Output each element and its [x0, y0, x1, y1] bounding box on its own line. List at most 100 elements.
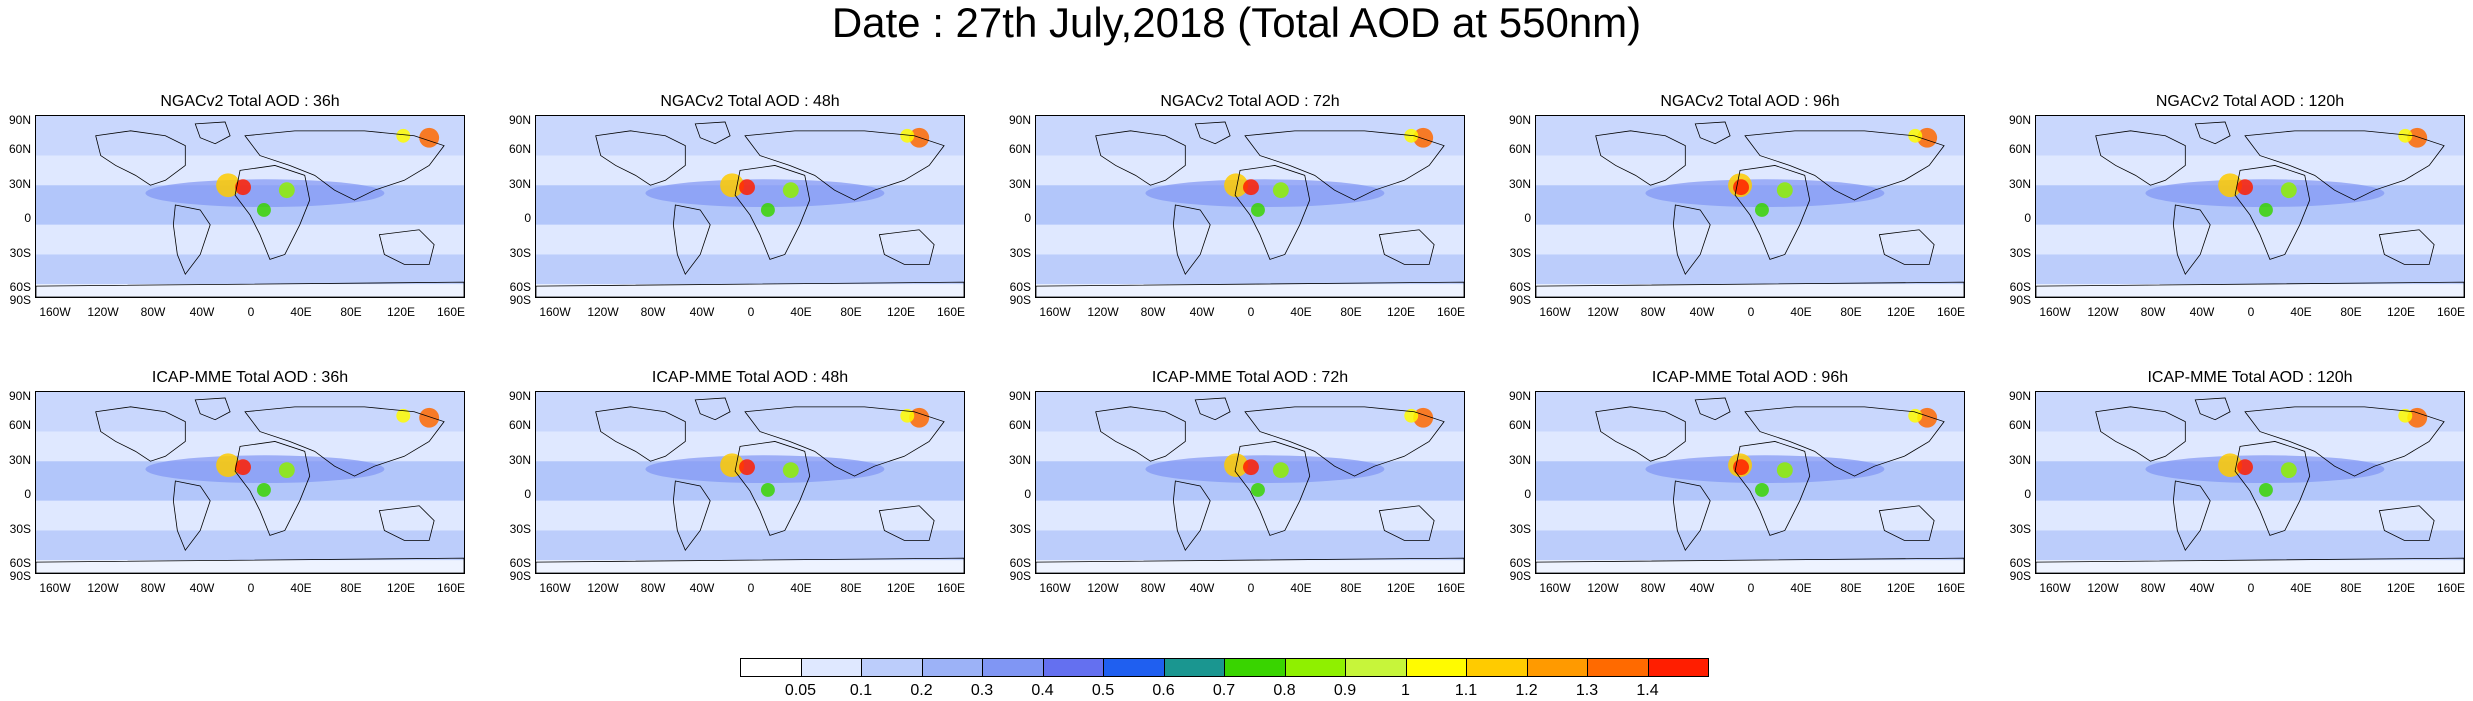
- panel-title: ICAP-MME Total AOD : 48h: [651, 369, 849, 386]
- aod-band: [536, 392, 964, 432]
- lon-tick-label: 80E: [840, 581, 862, 595]
- panel-title: ICAP-MME Total AOD : 120h: [2147, 369, 2353, 386]
- coastline: [734, 165, 811, 260]
- aod-belt: [645, 179, 885, 207]
- coastline: [95, 130, 186, 186]
- lon-tick-label: 80E: [1840, 581, 1862, 595]
- aod-map: [1035, 115, 1465, 298]
- lon-tick-label: 160E: [1936, 581, 1966, 595]
- lon-tick-label: 160W: [1039, 305, 1071, 319]
- aod-hotspot: [2237, 179, 2253, 196]
- coastline: [744, 130, 945, 201]
- coastline: [1694, 397, 1731, 421]
- coastline: [1244, 406, 1445, 477]
- colorbar-swatch: [1345, 658, 1407, 677]
- map-panel: ICAP-MME Total AOD : 120h 90N 60N 30N 0 30S 60…: [2000, 368, 2473, 598]
- lat-tick-label: 90S: [9, 293, 31, 307]
- colorbar-swatch: [800, 658, 862, 677]
- lon-tick-label: 160W: [539, 581, 571, 595]
- map-panel: ICAP-MME Total AOD : 48h 90N 60N 30N 0 30S 60S…: [500, 368, 973, 598]
- lat-tick-label: 30S: [1009, 246, 1031, 260]
- lat-tick-label: 90N: [508, 389, 531, 403]
- aod-hotspot: [900, 408, 915, 423]
- lon-tick-label: 120E: [1386, 305, 1416, 319]
- lon-tick-label: 40E: [1790, 581, 1812, 595]
- aod-band: [1536, 254, 1964, 285]
- coastline: [595, 406, 686, 462]
- colorbar-swatch: [1284, 658, 1346, 677]
- lon-tick-label: 40W: [189, 305, 215, 319]
- lon-tick-label: 160E: [2436, 581, 2466, 595]
- colorbar-label: 0.2: [910, 682, 933, 699]
- lat-tick-label: 30N: [1508, 177, 1531, 191]
- colorbar-swatch: [861, 658, 923, 677]
- lon-tick-label: 0: [747, 581, 755, 595]
- lat-tick-label: 0: [1524, 211, 1531, 225]
- coastline: [1878, 505, 1935, 541]
- panel-title: ICAP-MME Total AOD : 72h: [1151, 369, 1349, 386]
- aod-hotspot: [782, 182, 799, 199]
- lat-tick-label: 0: [2024, 487, 2031, 501]
- coastline: [1234, 441, 1311, 536]
- lat-tick-label: 30N: [8, 177, 31, 191]
- lat-tick-label: 0: [1524, 487, 1531, 501]
- aod-hotspot: [2407, 407, 2428, 428]
- lat-tick-label: 60N: [1008, 142, 1031, 156]
- lon-tick-label: 120W: [1087, 581, 1119, 595]
- lon-tick-label: 0: [2247, 305, 2255, 319]
- lon-tick-label: 40E: [1290, 305, 1312, 319]
- lon-tick-label: 40E: [290, 581, 312, 595]
- coastline: [878, 505, 935, 541]
- aod-hotspot: [396, 128, 411, 143]
- lon-tick-label: 160E: [936, 305, 966, 319]
- lon-tick-label: 120E: [886, 581, 916, 595]
- lon-tick-label: 120W: [587, 305, 619, 319]
- aod-hotspot: [1754, 482, 1769, 497]
- aod-hotspot: [396, 408, 411, 423]
- lon-tick-label: 160W: [539, 305, 571, 319]
- aod-hotspot: [2407, 127, 2428, 148]
- map-panel: NGACv2 Total AOD : 36h 90N 60N 30N 0 30S 60S 90…: [0, 92, 473, 322]
- aod-hotspot: [2218, 453, 2243, 478]
- aod-hotspot: [1243, 459, 1259, 476]
- aod-band: [2036, 254, 2464, 285]
- lon-tick-label: 120E: [386, 305, 416, 319]
- lat-tick-label: 30S: [1509, 246, 1531, 260]
- lon-tick-label: 80E: [1340, 581, 1362, 595]
- lon-tick-label: 120E: [386, 581, 416, 595]
- colorbar-swatch: [921, 658, 983, 677]
- aod-hotspot: [2258, 482, 2273, 497]
- lat-tick-label: 90S: [509, 293, 531, 307]
- coastline: [1734, 441, 1811, 536]
- coastline: [234, 165, 311, 260]
- lon-tick-label: 80W: [2140, 581, 2166, 595]
- coastline: [1036, 281, 1464, 297]
- coastline: [2095, 130, 2186, 186]
- coastline: [1244, 130, 1445, 201]
- aod-map: [535, 391, 965, 574]
- aod-hotspot: [720, 453, 745, 478]
- aod-hotspot: [216, 453, 241, 478]
- lon-tick-label: 40E: [2290, 581, 2312, 595]
- aod-band: [2036, 530, 2464, 561]
- coastline: [2378, 505, 2435, 541]
- aod-hotspot: [909, 407, 930, 428]
- aod-hotspot: [1776, 462, 1793, 479]
- lon-tick-label: 80E: [340, 581, 362, 595]
- coastline: [194, 397, 231, 421]
- lat-tick-label: 90N: [1508, 389, 1531, 403]
- lon-tick-label: 160W: [1539, 305, 1571, 319]
- colorbar-swatch: [1103, 658, 1165, 677]
- lon-tick-label: 120W: [2087, 581, 2119, 595]
- aod-hotspot: [235, 179, 251, 196]
- lat-tick-label: 30S: [9, 246, 31, 260]
- aod-hotspot: [760, 203, 775, 217]
- aod-hotspot: [2258, 203, 2273, 217]
- colorbar-label: 0.6: [1152, 682, 1175, 699]
- colorbar-label: 1: [1401, 682, 1410, 699]
- lon-tick-label: 80E: [340, 305, 362, 319]
- lat-tick-label: 60N: [8, 142, 31, 156]
- colorbar-label: 1.2: [1515, 682, 1538, 699]
- lat-tick-label: 30N: [1008, 453, 1031, 467]
- aod-hotspot: [278, 182, 295, 199]
